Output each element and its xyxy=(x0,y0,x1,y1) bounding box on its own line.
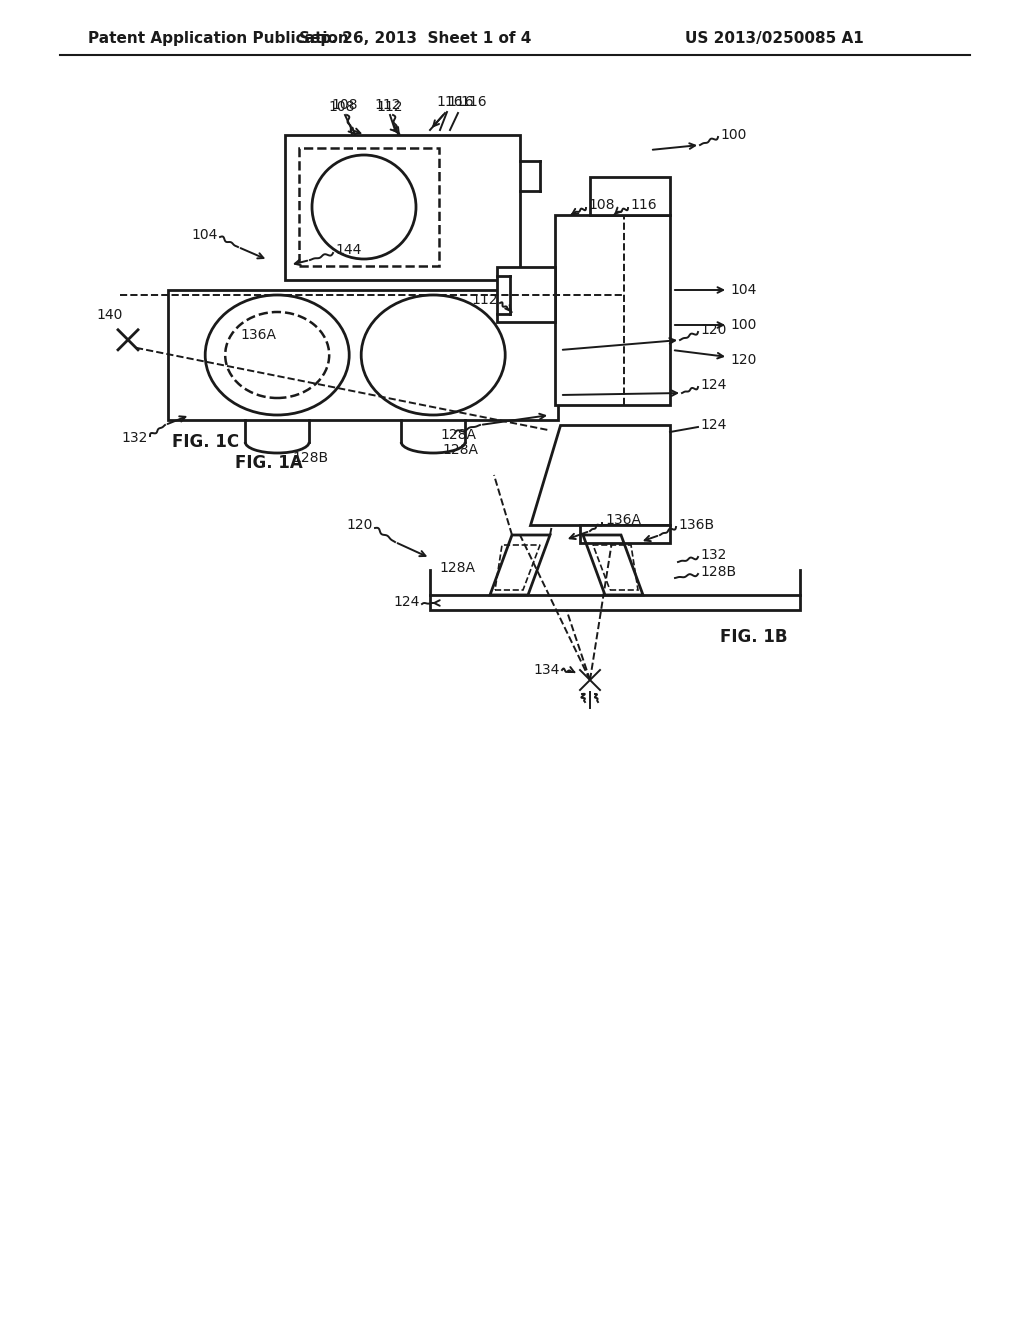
Text: 104: 104 xyxy=(191,228,218,242)
Text: 136A: 136A xyxy=(605,513,641,527)
Text: 120: 120 xyxy=(347,517,373,532)
Text: 136B: 136B xyxy=(678,517,714,532)
Text: 128B: 128B xyxy=(292,451,328,465)
Bar xyxy=(497,267,555,322)
Text: 100: 100 xyxy=(730,318,757,333)
Text: 120: 120 xyxy=(730,352,757,367)
Text: 128A: 128A xyxy=(442,444,478,457)
Text: 140: 140 xyxy=(96,308,123,322)
Text: 136A: 136A xyxy=(240,327,276,342)
Text: 124: 124 xyxy=(393,595,420,609)
Bar xyxy=(285,135,520,280)
Text: 144: 144 xyxy=(335,243,361,257)
Ellipse shape xyxy=(312,154,416,259)
Text: 120: 120 xyxy=(700,323,726,337)
Text: FIG. 1A: FIG. 1A xyxy=(234,454,303,473)
Bar xyxy=(299,148,439,267)
Text: 112: 112 xyxy=(471,293,498,308)
Text: 128A: 128A xyxy=(439,561,475,576)
Text: 116: 116 xyxy=(447,95,474,110)
Bar xyxy=(580,525,670,543)
Text: 100: 100 xyxy=(720,128,746,143)
Text: 108: 108 xyxy=(332,98,358,112)
Text: 124: 124 xyxy=(700,418,726,432)
Text: FIG. 1C: FIG. 1C xyxy=(172,433,240,451)
Text: Patent Application Publication: Patent Application Publication xyxy=(88,30,349,45)
Ellipse shape xyxy=(205,294,349,414)
Text: 108: 108 xyxy=(588,198,614,213)
Text: 112: 112 xyxy=(375,98,401,112)
Ellipse shape xyxy=(225,312,329,399)
Text: 112: 112 xyxy=(377,100,403,114)
Text: 116: 116 xyxy=(630,198,656,213)
Text: 104: 104 xyxy=(730,282,757,297)
Text: 124: 124 xyxy=(700,378,726,392)
Text: 132: 132 xyxy=(122,432,148,445)
Text: 134: 134 xyxy=(534,663,560,677)
Text: 108: 108 xyxy=(329,100,355,114)
Text: Sep. 26, 2013  Sheet 1 of 4: Sep. 26, 2013 Sheet 1 of 4 xyxy=(299,30,531,45)
Text: FIG. 1B: FIG. 1B xyxy=(720,628,787,645)
Text: US 2013/0250085 A1: US 2013/0250085 A1 xyxy=(685,30,864,45)
Text: 132: 132 xyxy=(700,548,726,562)
Bar xyxy=(555,215,670,405)
Text: 128B: 128B xyxy=(700,565,736,579)
Polygon shape xyxy=(530,425,670,525)
Text: 116: 116 xyxy=(436,95,463,110)
Bar xyxy=(590,177,670,215)
Text: 116: 116 xyxy=(460,95,486,110)
Bar xyxy=(430,595,800,610)
Bar xyxy=(168,290,558,420)
Ellipse shape xyxy=(361,294,505,414)
Text: 128A: 128A xyxy=(440,428,476,442)
